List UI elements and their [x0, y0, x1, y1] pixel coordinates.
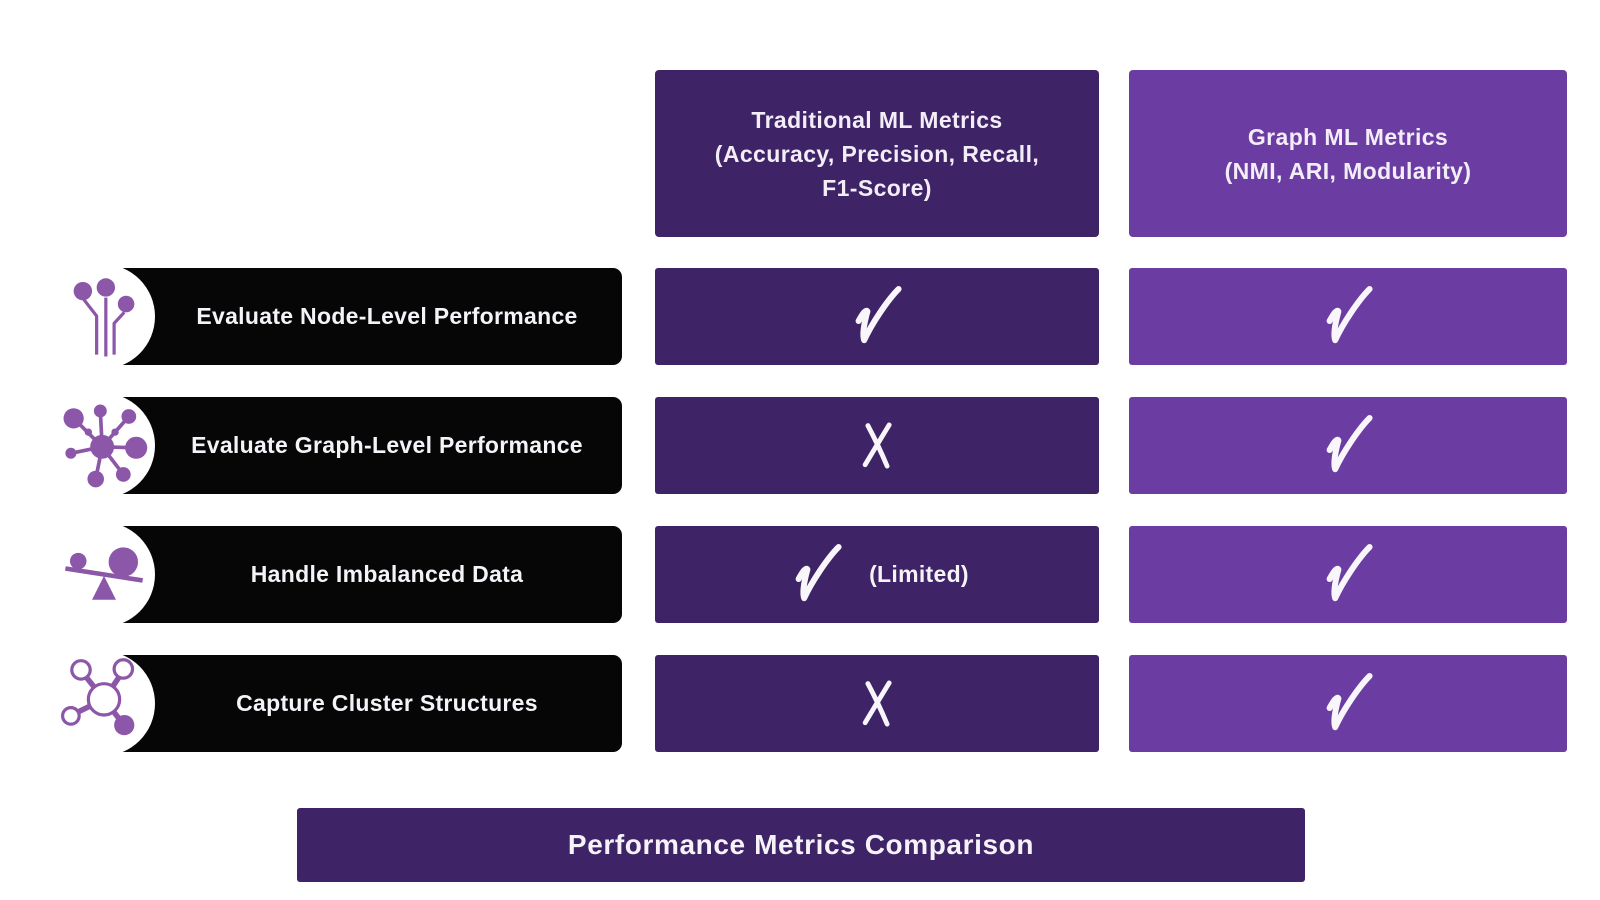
cell-graph-level-traditional — [655, 397, 1099, 494]
column-header-traditional: Traditional ML Metrics (Accuracy, Precis… — [655, 70, 1099, 237]
node-pins-icon — [73, 278, 135, 357]
column-header-graph: Graph ML Metrics (NMI, ARI, Modularity) — [1129, 70, 1567, 237]
cluster-structure-icon — [60, 658, 135, 736]
cell-node-level-traditional — [655, 268, 1099, 365]
cell-cluster-traditional — [655, 655, 1099, 752]
row-label: Evaluate Node-Level Performance — [196, 303, 578, 329]
balance-scale-icon — [65, 547, 143, 600]
footer-title-bar: Performance Metrics Comparison — [297, 808, 1305, 882]
row-label: Evaluate Graph-Level Performance — [191, 432, 583, 458]
row-header-imbalanced-data: Handle Imbalanced Data — [50, 522, 622, 627]
cell-imbalanced-traditional: (Limited) — [655, 526, 1099, 623]
row-label: Capture Cluster Structures — [236, 690, 538, 716]
check-mark-icon — [1316, 281, 1380, 353]
check-mark-icon — [1316, 539, 1380, 611]
check-mark-icon — [1316, 410, 1380, 482]
row-header-cluster-structures: Capture Cluster Structures — [50, 651, 622, 756]
column-header-traditional-title: Traditional ML Metrics (Accuracy, Precis… — [714, 106, 1040, 201]
check-mark-icon — [785, 539, 849, 611]
cross-mark-icon — [850, 670, 905, 737]
graph-network-icon — [63, 404, 148, 488]
cell-cluster-graph — [1129, 655, 1567, 752]
check-mark-icon — [845, 281, 909, 353]
column-header-graph-title: Graph ML Metrics (NMI, ARI, Modularity) — [1224, 123, 1472, 184]
row-header-node-level: Evaluate Node-Level Performance — [50, 264, 622, 369]
cell-note: (Limited) — [869, 561, 969, 587]
cell-node-level-graph — [1129, 268, 1567, 365]
row-label: Handle Imbalanced Data — [250, 561, 524, 587]
cell-graph-level-graph — [1129, 397, 1567, 494]
cross-mark-icon — [850, 412, 905, 479]
row-header-graph-level: Evaluate Graph-Level Performance — [50, 393, 622, 498]
check-mark-icon — [1316, 668, 1380, 740]
footer-title: Performance Metrics Comparison — [567, 829, 1035, 860]
cell-imbalanced-graph — [1129, 526, 1567, 623]
